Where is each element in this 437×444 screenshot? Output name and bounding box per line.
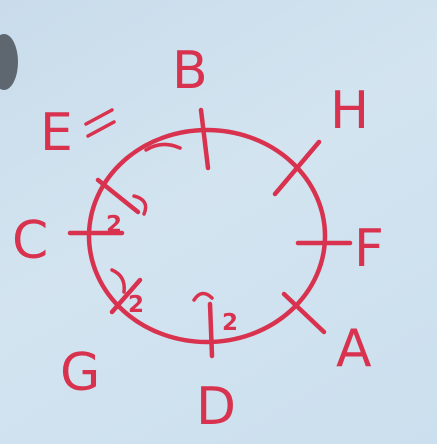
tick-d (207, 301, 215, 359)
inner-mark-d: 2 (222, 310, 238, 336)
tick-g (109, 277, 143, 315)
main-circle (86, 127, 328, 345)
label-h: H (330, 81, 369, 141)
arc-mark-d (192, 291, 214, 302)
equals-mark-1 (84, 108, 114, 126)
label-a: A (336, 319, 372, 379)
tick-h (272, 139, 322, 197)
inner-mark-c: 2 (106, 212, 122, 238)
arc-mark-top (144, 142, 182, 152)
label-e: E (40, 103, 73, 163)
inner-mark-g: 2 (128, 292, 144, 318)
label-b: B (172, 41, 208, 101)
tick-b (198, 107, 211, 171)
equals-mark-2 (86, 120, 116, 138)
tick-a (281, 291, 327, 335)
arc-mark-c (132, 194, 148, 216)
label-c: C (12, 211, 48, 271)
label-f: F (354, 219, 384, 279)
tick-e (95, 177, 141, 215)
arc-mark-g (110, 268, 126, 294)
label-g: G (60, 343, 100, 403)
smudge (0, 34, 18, 90)
label-d: D (196, 377, 236, 437)
